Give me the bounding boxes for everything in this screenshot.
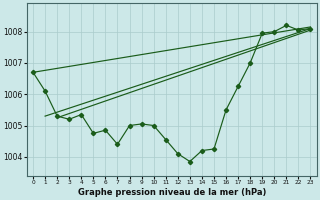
X-axis label: Graphe pression niveau de la mer (hPa): Graphe pression niveau de la mer (hPa) <box>77 188 266 197</box>
